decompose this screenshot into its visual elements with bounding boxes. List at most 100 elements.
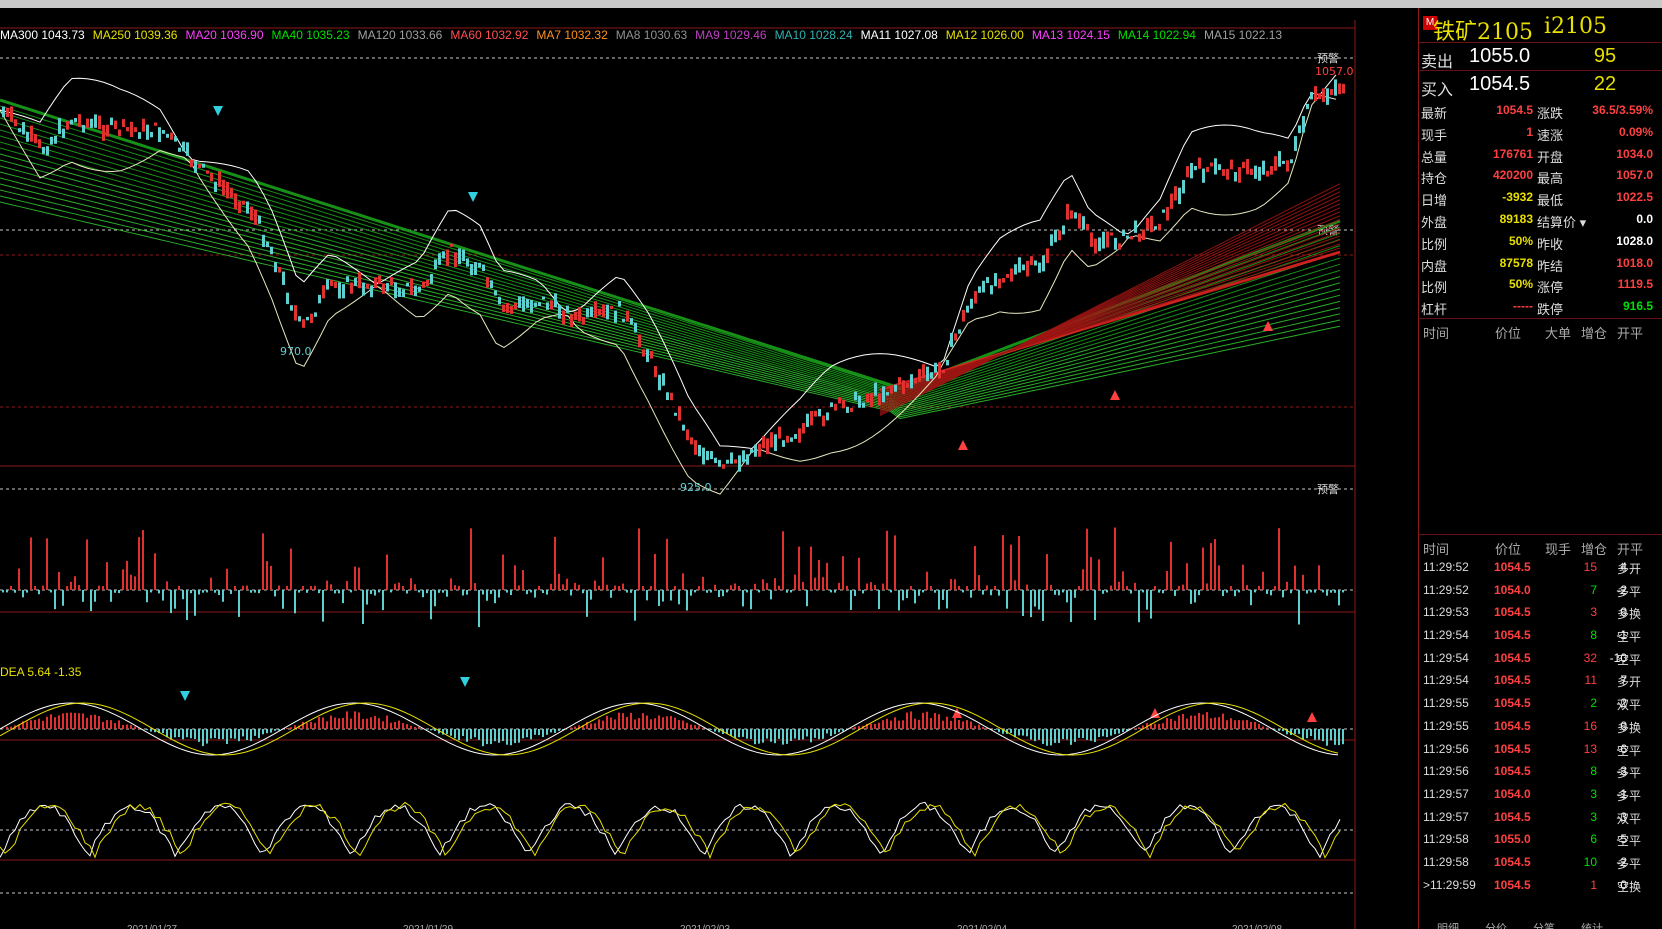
volume-bar <box>10 585 12 590</box>
tick-row[interactable]: 11:29:56 1054.5 13 -6 空平 <box>1419 738 1662 761</box>
candle <box>990 285 993 295</box>
tick-type: 双平 <box>1617 698 1642 713</box>
ma-ribbon-line <box>879 247 1341 392</box>
ask-row[interactable]: 卖出 1055.0 95 <box>1419 42 1662 71</box>
stat-row: 持仓 420200 最高 1057.0 <box>1419 165 1662 187</box>
bottom-tab[interactable]: 分价 <box>1485 923 1507 929</box>
macd-bar <box>1334 729 1336 745</box>
tick-row[interactable]: 11:29:53 1054.5 3 0 多换 <box>1419 601 1662 624</box>
volume-bar <box>802 581 804 590</box>
tick-row[interactable]: 11:29:55 1054.5 16 0 多换 <box>1419 715 1662 738</box>
candle <box>978 286 981 293</box>
macd-bar <box>690 724 692 729</box>
candle <box>258 215 261 224</box>
macd-bar <box>1138 727 1140 729</box>
macd-bar <box>1050 729 1052 746</box>
tick-row[interactable]: 11:29:54 1054.5 11 7 多开 <box>1419 669 1662 692</box>
tick-price: 1054.5 <box>1494 696 1531 711</box>
stat-row: 内盘 87578 昨结 1018.0 <box>1419 253 1662 275</box>
candle <box>1098 237 1101 252</box>
bid-row[interactable]: 买入 1054.5 22 <box>1419 70 1662 99</box>
bottom-tabs[interactable]: 明细 分价 分笔 统计 <box>1419 922 1662 929</box>
macd-bar <box>318 717 320 729</box>
bottom-tab[interactable]: 明细 <box>1437 923 1459 929</box>
macd-bar <box>434 729 436 731</box>
column-header[interactable]: 价位 <box>1495 542 1522 557</box>
candle <box>274 261 277 273</box>
tick-increase: -3 <box>1616 764 1627 779</box>
tick-price: 1054.5 <box>1494 605 1531 620</box>
column-header[interactable]: 开平 <box>1617 326 1644 341</box>
tick-row[interactable]: 11:29:52 1054.0 7 -2 多平 <box>1419 579 1662 602</box>
tick-row[interactable]: 11:29:54 1054.5 8 -1 空平 <box>1419 624 1662 647</box>
candle <box>874 382 877 396</box>
tick-row[interactable]: 11:29:58 1055.0 6 -5 空平 <box>1419 828 1662 851</box>
tick-row[interactable]: 11:29:54 1054.5 32 -10 空平 <box>1419 647 1662 670</box>
candle <box>906 382 909 388</box>
macd-bar <box>78 713 80 729</box>
column-header[interactable]: 现手 <box>1545 542 1572 557</box>
column-header[interactable]: 增仓 <box>1581 326 1608 341</box>
volume-bar <box>542 590 544 594</box>
volume-bar <box>654 553 656 590</box>
bottom-tab[interactable]: 分笔 <box>1533 923 1555 929</box>
column-header[interactable]: 大单 <box>1545 326 1572 341</box>
candle <box>302 319 305 328</box>
volume-bar <box>750 590 752 610</box>
tick-time: 11:29:57 <box>1423 809 1469 824</box>
tick-row[interactable]: 11:29:52 1054.5 15 4 多开 <box>1419 556 1662 579</box>
macd-bar <box>902 720 904 729</box>
tick-row[interactable]: 11:29:57 1054.5 3 -3 双平 <box>1419 806 1662 829</box>
column-header[interactable]: 时间 <box>1423 542 1450 557</box>
candle <box>86 118 89 128</box>
tick-list[interactable]: 11:29:52 1054.5 15 4 多开 11:29:52 1054.0 7 -2 多平 11… <box>1419 556 1662 896</box>
tick-row[interactable]: 11:29:56 1054.5 8 -3 多平 <box>1419 760 1662 783</box>
ma-value-12: MA13 1024.15 <box>1031 28 1110 42</box>
quote-panel: M 铁矿2105 i2105 卖出 1055.0 95 买入 1054.5 22… <box>1418 8 1662 929</box>
tick-row[interactable]: 11:29:55 1054.5 2 -2 双平 <box>1419 692 1662 715</box>
candle <box>958 329 961 334</box>
candle <box>78 114 81 127</box>
volume-bar <box>574 582 576 590</box>
macd-bar <box>302 721 304 729</box>
tick-time: 11:29:53 <box>1423 605 1469 620</box>
bid-price[interactable]: 1054.5 <box>1469 73 1531 95</box>
tick-row[interactable]: 11:29:57 1054.0 3 -1 多平 <box>1419 783 1662 806</box>
column-header[interactable]: 时间 <box>1423 326 1450 341</box>
candle <box>194 161 197 174</box>
volume-bar <box>958 585 960 590</box>
candle <box>14 119 17 127</box>
macd-bar <box>246 729 248 741</box>
volume-bar <box>330 584 332 590</box>
macd-bar <box>998 729 1000 733</box>
volume-bar <box>758 590 760 593</box>
volume-bar <box>1230 585 1232 590</box>
macd-bar <box>1122 729 1124 733</box>
macd-bar <box>638 718 640 729</box>
tick-type: 空平 <box>1617 652 1642 667</box>
volume-bar <box>1282 590 1284 598</box>
macd-bar <box>418 726 420 729</box>
volume-bar <box>642 585 644 590</box>
column-header[interactable]: 价位 <box>1495 326 1522 341</box>
macd-bar <box>878 722 880 729</box>
column-header[interactable]: 增仓 <box>1581 542 1608 557</box>
volume-bar <box>578 584 580 590</box>
bottom-tab[interactable]: 统计 <box>1581 923 1603 929</box>
ask-price[interactable]: 1055.0 <box>1469 45 1531 67</box>
volume-bar <box>634 590 636 621</box>
candle <box>850 407 853 413</box>
macd-bar <box>1054 729 1056 743</box>
ma-ribbon-line <box>0 171 1341 411</box>
candle <box>498 296 501 305</box>
macd-bar <box>1058 729 1060 743</box>
column-header[interactable]: 开平 <box>1617 542 1644 557</box>
volume-bar <box>914 590 916 604</box>
candle <box>510 305 513 314</box>
tick-row[interactable]: 11:29:58 1054.5 10 -2 多平 <box>1419 851 1662 874</box>
macd-bar <box>874 723 876 729</box>
tick-row[interactable]: >11:29:59 1054.5 1 0 空换 <box>1419 874 1662 897</box>
macd-bar <box>1170 718 1172 729</box>
